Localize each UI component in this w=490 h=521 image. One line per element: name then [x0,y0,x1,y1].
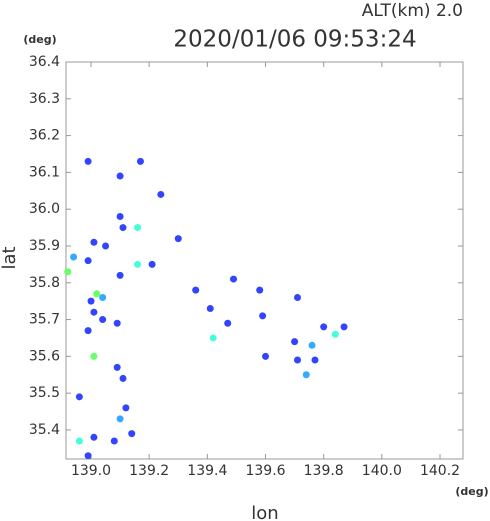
echo-point [90,238,98,246]
x-tick-label: 139.6 [245,463,285,479]
echo-point [70,253,78,261]
y-unit: (deg) [23,33,56,46]
x-tick-label: 139.4 [187,463,227,479]
echo-point [119,374,127,382]
echo-point [311,356,319,364]
y-tick-label: 36.1 [29,164,60,180]
y-tick-label: 35.6 [29,348,60,364]
plot-frame [65,61,464,460]
echo-point [291,338,299,346]
echo-point [262,352,270,360]
echo-point [116,415,124,423]
echo-point [113,363,121,371]
altitude-label: ALT(km) 2.0 [362,1,463,21]
y-tick-label: 35.4 [29,422,60,438]
echo-point [134,224,142,232]
echo-point [122,404,130,412]
echo-point [308,341,316,349]
echo-point [84,452,92,460]
echo-point [230,275,238,283]
y-tick-label: 35.7 [29,312,60,328]
x-tick-label: 140.2 [420,463,460,479]
x-axis-label: lon [251,503,278,521]
echo-point [84,257,92,265]
echo-point [116,213,124,221]
x-tick-label: 139.8 [304,463,344,479]
echo-point [259,312,267,320]
echo-point [340,323,348,331]
x-tick-label: 139.0 [71,463,111,479]
echo-point [192,286,200,294]
echo-point [119,224,127,232]
echo-point [116,271,124,279]
y-tick-label: 35.5 [29,385,60,401]
echo-point [84,327,92,335]
y-tick-label: 36.4 [29,54,60,70]
echo-point [99,316,107,324]
echo-point [116,172,124,180]
echo-point [331,330,339,338]
echo-point [209,334,217,342]
x-tick-label: 140.0 [362,463,402,479]
echo-point [99,293,107,301]
echo-point [93,290,101,298]
y-axis-label: lat [0,246,20,269]
x-unit: (deg) [455,485,488,498]
echo-point [157,190,165,198]
y-tick-label: 36.3 [29,91,60,107]
echo-point [134,260,142,268]
echo-point [302,371,310,379]
echo-point [64,268,72,276]
echo-point [174,235,182,243]
echo-point [75,393,83,401]
echo-point [84,157,92,165]
echo-point [256,286,264,294]
echo-point [110,437,118,445]
echo-point [224,319,232,327]
echo-point [294,356,302,364]
echo-point [90,352,98,360]
echo-point [128,430,136,438]
echo-point [320,323,328,331]
y-tick-label: 35.9 [29,238,60,254]
echo-point [206,305,214,313]
echo-point [113,319,121,327]
echo-point [294,293,302,301]
echo-point [148,260,156,268]
echo-point [102,242,110,250]
echo-point [75,437,83,445]
x-tick-label: 139.2 [129,463,169,479]
chart-title: 2020/01/06 09:53:24 [173,27,416,53]
y-tick-label: 36.2 [29,128,60,144]
echo-point [90,433,98,441]
y-tick-label: 36.0 [29,201,60,217]
y-tick-label: 35.8 [29,275,60,291]
echo-point [90,308,98,316]
echo-point [136,157,144,165]
echo-point [87,297,95,305]
